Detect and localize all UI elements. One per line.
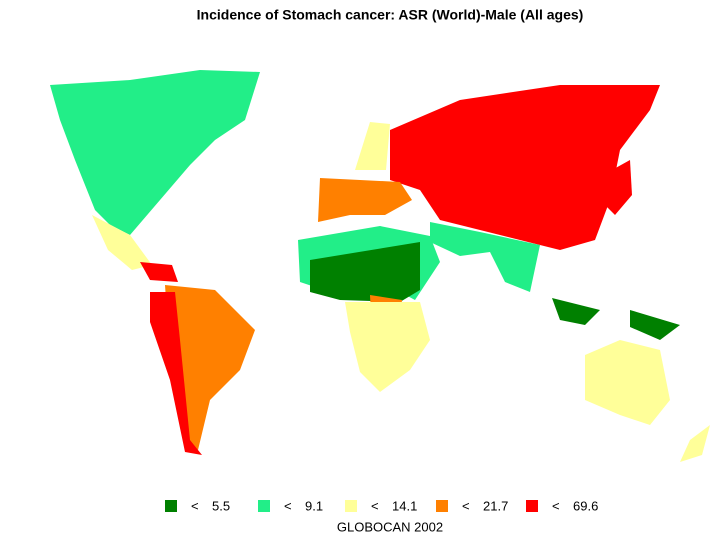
legend-symbol: <: [284, 498, 292, 513]
legend-swatch: [165, 500, 177, 512]
legend-symbol: <: [552, 498, 560, 513]
legend-swatch: [436, 500, 448, 512]
new-zealand: [680, 425, 710, 462]
source: GLOBOCAN 2002: [337, 519, 443, 534]
legend-value: 5.5: [212, 498, 230, 513]
middle-east-india: [430, 222, 540, 292]
japan: [605, 160, 632, 215]
legend-value: 69.6: [573, 498, 598, 513]
mexico: [92, 215, 152, 270]
legend-value: 21.7: [483, 498, 508, 513]
north-america: [50, 70, 260, 235]
legend-value: 14.1: [392, 498, 417, 513]
central-america: [140, 262, 178, 282]
legend-symbol: <: [462, 498, 470, 513]
australia: [585, 340, 670, 425]
legend-swatch: [258, 500, 270, 512]
legend-symbol: <: [191, 498, 199, 513]
andes: [150, 292, 202, 455]
scandinavia: [355, 122, 390, 170]
map-title: Incidence of Stomach cancer: ASR (World)…: [197, 7, 584, 23]
europe: [318, 178, 412, 222]
southern-africa: [345, 302, 430, 392]
central-africa: [310, 242, 420, 302]
legend-value: 9.1: [305, 498, 323, 513]
southeast-asia-2: [630, 310, 680, 340]
world-map: [50, 70, 710, 462]
legend-swatch: [526, 500, 538, 512]
russia-china: [390, 85, 660, 250]
legend-swatch: [345, 500, 357, 512]
south-america-east: [165, 285, 255, 450]
legend: <5.5 <9.1 <14.1 <21.7 <69.6: [165, 498, 598, 513]
legend-symbol: <: [371, 498, 379, 513]
southeast-asia-1: [552, 298, 600, 325]
